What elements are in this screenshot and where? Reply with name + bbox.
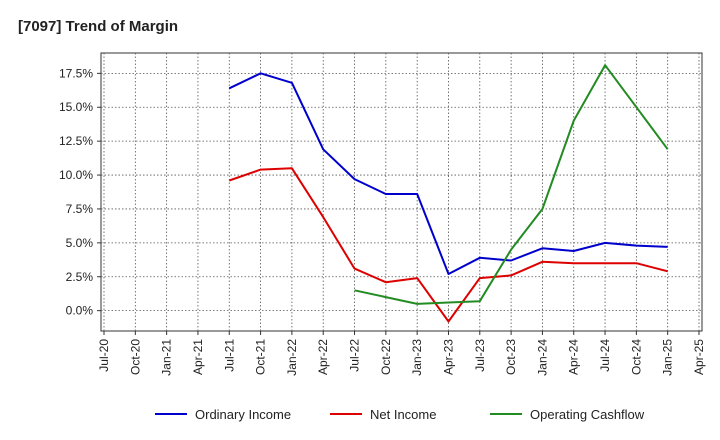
legend-label: Net Income — [370, 407, 436, 422]
x-tick-label: Oct-21 — [254, 339, 268, 375]
y-tick-label: 5.0% — [66, 236, 94, 250]
series-line-ordinary-income — [228, 72, 668, 275]
x-tick-label: Oct-22 — [379, 339, 393, 375]
y-tick-label: 15.0% — [59, 100, 93, 114]
x-tick-label: Apr-24 — [567, 339, 581, 375]
gridlines — [101, 53, 702, 331]
y-tick-label: 12.5% — [59, 134, 93, 148]
y-tick-label: 2.5% — [66, 270, 94, 284]
x-tick-label: Apr-22 — [316, 339, 330, 375]
x-tick-label: Jul-21 — [222, 339, 236, 372]
legend-label: Operating Cashflow — [530, 407, 645, 422]
series-lines — [228, 64, 669, 323]
x-tick-label: Jul-22 — [348, 339, 362, 372]
x-tick-label: Jan-24 — [535, 339, 549, 376]
x-tick-label: Oct-23 — [504, 339, 518, 375]
legend: Ordinary Income Net Income Operating Cashf… — [155, 407, 645, 422]
y-tick-label: 7.5% — [66, 202, 94, 216]
x-tick-label: Jan-25 — [661, 339, 675, 376]
legend-label: Ordinary Income — [195, 407, 291, 422]
x-tick-label: Jul-23 — [473, 339, 487, 372]
y-axis: 0.0% 2.5% 5.0% 7.5% 10.0% 12.5% 15.0% 17.5% — [59, 66, 101, 318]
series-line-operating-cashflow — [354, 64, 669, 305]
x-tick-label: Jan-21 — [160, 339, 174, 376]
y-tick-label: 10.0% — [59, 168, 93, 182]
y-tick-label: 0.0% — [66, 304, 94, 318]
x-tick-label: Apr-25 — [692, 339, 706, 375]
x-tick-label: Jan-23 — [410, 339, 424, 376]
x-axis: Jul-20 Oct-20 Jan-21 Apr-21 Jul-21 Oct-21 Jan-… — [97, 331, 706, 376]
chart-title: [7097] Trend of Margin — [18, 18, 178, 35]
x-tick-label: Jul-24 — [598, 339, 612, 372]
plot-area — [100, 52, 703, 332]
x-tick-label: Oct-20 — [128, 339, 142, 375]
x-tick-label: Oct-24 — [629, 339, 643, 375]
x-tick-label: Jul-20 — [97, 339, 111, 372]
y-tick-label: 17.5% — [59, 66, 93, 80]
x-tick-label: Jan-22 — [285, 339, 299, 376]
series-line-net-income — [228, 167, 668, 323]
x-tick-label: Apr-21 — [191, 339, 205, 375]
x-tick-label: Apr-23 — [441, 339, 455, 375]
